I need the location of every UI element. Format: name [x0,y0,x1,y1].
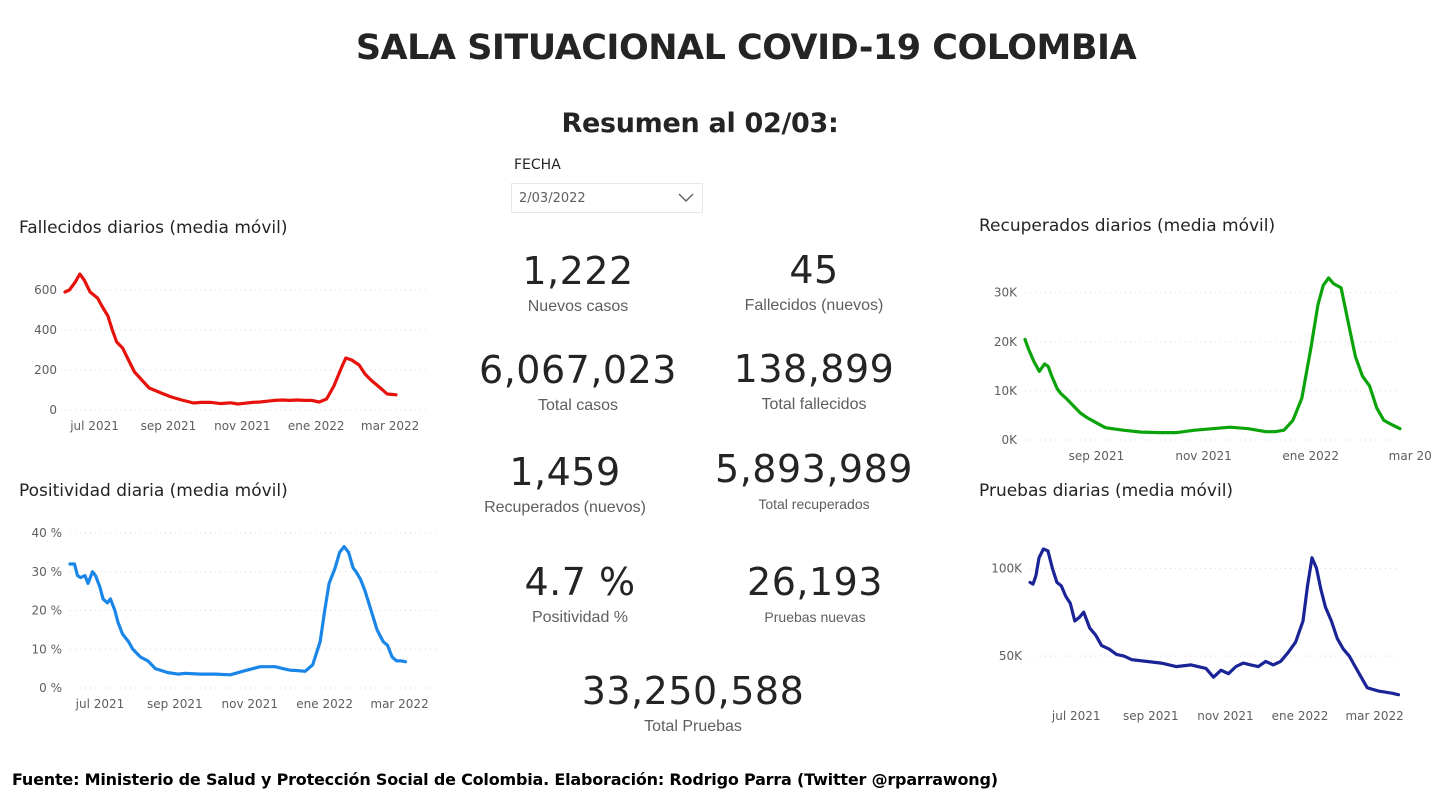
x-tick-label: mar 2022 [361,419,419,433]
summary-heading: Resumen al 02/03: [561,108,839,139]
x-tick-label: jul 2021 [69,419,119,433]
kpi-value: 33,250,588 [581,669,805,713]
y-tick-label: 30 % [32,565,63,579]
y-tick-label: 20K [994,335,1018,349]
kpi-fallecidos-nuevos: 45 Fallecidos (nuevos) [704,251,924,315]
y-tick-label: 50K [999,649,1023,663]
x-tick-label: ene 2022 [288,419,345,433]
chart-title-recuperados: Recuperados diarios (media móvil) [979,216,1276,236]
x-tick-label: mar 2022 [1345,709,1403,723]
kpi-recuperados-nuevos: 1,459 Recuperados (nuevos) [455,453,675,517]
kpi-value: 6,067,023 [479,348,677,392]
kpi-total-fallecidos: 138,899 Total fallecidos [694,350,934,414]
kpi-value: 138,899 [733,347,895,391]
date-slicer-label: FECHA [514,157,561,173]
kpi-total-recuperados: 5,893,989 Total recuperados [694,450,934,512]
kpi-label: Recuperados (nuevos) [484,499,646,516]
source-footnote: Fuente: Ministerio de Salud y Protección… [12,770,998,789]
x-tick-label: jul 2021 [75,697,125,711]
series-line [1023,276,1402,435]
y-tick-label: 400 [34,323,57,337]
x-tick-label: ene 2022 [296,697,353,711]
kpi-total-pruebas: 33,250,588 Total Pruebas [563,672,823,736]
x-tick-label: nov 2021 [1197,709,1253,723]
dashboard-title: SALA SITUACIONAL COVID-19 COLOMBIA [355,28,1137,68]
kpi-label: Total casos [537,397,619,414]
x-tick-label: mar 2022 [370,697,428,711]
x-tick-label: nov 2021 [1175,449,1231,463]
x-tick-label: ene 2022 [1282,449,1339,463]
chart-fallecidos: 0 200 400 600 jul 2021 sep 2021 nov 2021 ene 20… [34,272,430,433]
y-tick-label: 200 [34,363,57,377]
series-line [68,544,408,677]
kpi-pruebas-nuevas: 26,193 Pruebas nuevas [705,563,925,625]
y-tick-label: 600 [34,283,57,297]
y-tick-label: 10K [994,384,1018,398]
chart-title-pruebas: Pruebas diarias (media móvil) [979,481,1234,501]
x-tick-label: jul 2021 [1051,709,1101,723]
y-tick-label: 0K [1001,433,1018,447]
kpi-label: Fallecidos (nuevos) [744,297,884,314]
kpi-value: 4.7 % [524,560,636,604]
chart-title-positividad: Positividad diaria (media móvil) [19,481,288,501]
kpi-label: Total Pruebas [644,718,742,735]
kpi-value: 5,893,989 [715,447,913,491]
series-line [1028,547,1401,697]
date-slicer-value: 2/03/2022 [519,190,586,206]
x-tick-label: nov 2021 [222,697,278,711]
chart-positividad: 0 % 10 % 20 % 30 % 40 % jul 2021 sep 2021 nov 2… [32,526,440,711]
chart-pruebas: 50K 100K jul 2021 sep 2021 nov 2021 ene 2022 m… [991,547,1404,723]
y-tick-label: 0 [49,403,57,417]
chevron-down-icon [678,193,694,202]
kpi-label: Pruebas nuevas [764,609,866,625]
y-tick-label: 40 % [32,526,63,540]
x-tick-label: sep 2021 [147,697,203,711]
kpi-positividad: 4.7 % Positividad % [470,563,690,627]
kpi-label: Total recuperados [758,496,870,512]
kpi-value: 1,222 [522,249,634,293]
x-tick-label: mar 2022 [1389,449,1431,463]
x-tick-label: sep 2021 [1123,709,1179,723]
kpi-total-casos: 6,067,023 Total casos [458,351,698,415]
date-slicer-dropdown[interactable]: 2/03/2022 [511,183,703,213]
y-tick-label: 10 % [32,642,63,656]
kpi-label: Nuevos casos [527,298,629,315]
x-tick-label: sep 2021 [141,419,197,433]
x-tick-label: ene 2022 [1272,709,1329,723]
kpi-label: Total fallecidos [761,396,867,413]
kpi-value: 45 [789,248,839,292]
kpi-value: 1,459 [509,450,621,494]
series-line [63,272,398,406]
kpi-value: 26,193 [747,560,883,604]
y-tick-label: 0 % [39,681,62,695]
y-tick-label: 30K [994,286,1018,300]
kpi-label: Positividad % [531,609,629,626]
kpi-nuevos-casos: 1,222 Nuevos casos [468,252,688,316]
x-tick-label: nov 2021 [214,419,270,433]
y-tick-label: 100K [991,561,1023,575]
x-tick-label: sep 2021 [1069,449,1125,463]
chart-recuperados: 0K 10K 20K 30K sep 2021 nov 2021 ene 2022 mar 2… [994,276,1431,463]
chart-title-fallecidos: Fallecidos diarios (media móvil) [19,218,288,238]
y-tick-label: 20 % [32,604,63,618]
